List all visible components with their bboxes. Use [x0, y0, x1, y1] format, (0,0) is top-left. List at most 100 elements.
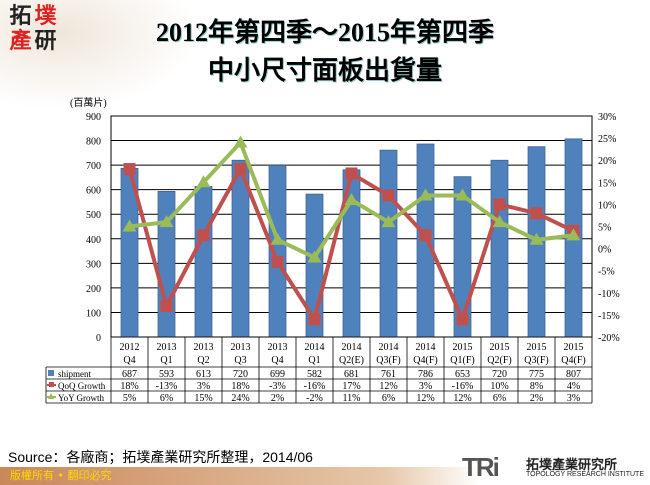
legend-label: shipment — [58, 369, 91, 379]
table-cell: 6% — [493, 393, 506, 404]
table-cell: 15% — [194, 393, 212, 404]
category-year: 2012 — [120, 342, 140, 353]
legend-label: YoY Growth — [58, 393, 105, 403]
y-tick-label: 600 — [86, 186, 101, 197]
table-cell: 3% — [197, 381, 210, 392]
table-cell: 8% — [530, 381, 543, 392]
category-year: 2013 — [268, 342, 288, 353]
marker-qoq — [419, 229, 432, 242]
marker-qoq — [382, 189, 395, 202]
category-year: 2013 — [194, 342, 214, 353]
background-map — [0, 0, 200, 110]
category-quarter: Q1 — [308, 355, 320, 366]
category-year: 2015 — [527, 342, 547, 353]
table-cell: 2% — [530, 393, 543, 404]
table-cell: 720 — [492, 369, 507, 380]
category-quarter: Q4 — [271, 355, 283, 366]
y-tick-label: 400 — [86, 235, 101, 246]
y-tick-label: 700 — [86, 161, 101, 172]
category-quarter: Q3 — [234, 355, 246, 366]
copyright-bar: 版權所有 • 翻印必究 — [0, 467, 480, 485]
copyright-text: 版權所有 • 翻印必究 — [10, 469, 112, 482]
y-tick-label: 200 — [86, 284, 101, 295]
marker-yoy — [270, 232, 285, 245]
marker-yoy — [307, 250, 322, 263]
chart: (百萬片) 0 100 200 300 400 500 600 700 800 900 -20% -15… — [45, 96, 620, 404]
bar-shipment — [490, 159, 509, 338]
marker-yoy — [122, 219, 137, 232]
table-cell: 3% — [567, 393, 580, 404]
table-cell: 775 — [529, 369, 544, 380]
category-quarter: Q4(F) — [561, 355, 585, 366]
y-tick-label: 300 — [86, 259, 101, 270]
legend-label: QoQ Growth — [58, 381, 106, 391]
marker-yoy — [418, 188, 433, 201]
y-tick-label: 800 — [86, 137, 101, 148]
marker-qoq — [530, 207, 543, 220]
table-cell: 6% — [382, 393, 395, 404]
y2-tick-label: -15% — [598, 311, 620, 322]
tri-logo-en: TOPOLOGY RESEARCH INSTITUTE — [526, 471, 644, 478]
tri-logo-mark: TRi — [462, 452, 500, 482]
legend-key-qoq — [49, 382, 54, 387]
marker-yoy — [381, 215, 396, 228]
marker-qoq — [160, 300, 173, 313]
y-tick-label: 100 — [86, 308, 101, 319]
y2-tick-label: 15% — [598, 178, 616, 189]
table-cell: 4% — [567, 381, 580, 392]
chart-title-line2: 中小尺寸面板出貨量 — [207, 56, 442, 85]
y2-tick-label: 30% — [598, 112, 616, 123]
marker-yoy — [159, 215, 174, 228]
category-year: 2014 — [305, 342, 325, 353]
table-cell: 24% — [231, 393, 249, 404]
table-cell: 687 — [122, 369, 137, 380]
table-cell: 613 — [196, 369, 211, 380]
category-year: 2014 — [416, 342, 436, 353]
y2-tick-label: 25% — [598, 134, 616, 145]
table-cell: -16% — [452, 381, 474, 392]
table-cell: 3% — [419, 381, 432, 392]
table-cell: 593 — [159, 369, 174, 380]
table-cell: -13% — [156, 381, 178, 392]
table-cell: 681 — [344, 369, 359, 380]
y2-tick-label: -20% — [598, 333, 620, 344]
table-cell: 2% — [271, 393, 284, 404]
table-cell: 12% — [453, 393, 471, 404]
category-year: 2015 — [564, 342, 584, 353]
table-cell: 11% — [343, 393, 361, 404]
marker-qoq — [271, 255, 284, 268]
category-year: 2015 — [490, 342, 510, 353]
table-cell: 10% — [490, 381, 508, 392]
table-cell: 786 — [418, 369, 433, 380]
tri-logo-cn: 拓墣產業研究所 — [526, 457, 618, 472]
table-cell: -2% — [306, 393, 323, 404]
marker-qoq — [197, 229, 210, 242]
category-quarter: Q2(E) — [339, 355, 364, 366]
y2-tick-label: 0% — [598, 245, 611, 256]
category-quarter: Q4(F) — [413, 355, 437, 366]
marker-yoy — [344, 192, 359, 205]
y2-tick-label: 5% — [598, 223, 611, 234]
marker-qoq — [123, 163, 136, 176]
chart-title-line1: 2012年第四季～2015年第四季 — [155, 18, 494, 47]
category-year: 2015 — [453, 342, 473, 353]
table-cell: 582 — [307, 369, 322, 380]
category-year: 2014 — [379, 342, 399, 353]
y2-tick-label: -5% — [598, 267, 615, 278]
marker-yoy — [233, 135, 248, 148]
category-quarter: Q4 — [123, 355, 135, 366]
category-year: 2013 — [157, 342, 177, 353]
category-quarter: Q3(F) — [524, 355, 548, 366]
table-cell: 18% — [120, 381, 138, 392]
marker-yoy — [566, 228, 581, 241]
category-quarter: Q2 — [197, 355, 209, 366]
marker-yoy — [455, 188, 470, 201]
marker-qoq — [345, 167, 358, 180]
marker-yoy — [492, 215, 507, 228]
category-quarter: Q1(F) — [450, 355, 474, 366]
marker-yoy — [529, 232, 544, 245]
category-year: 2014 — [342, 342, 362, 353]
y2-tick-label: 10% — [598, 200, 616, 211]
category-year: 2013 — [231, 342, 251, 353]
y-axis-unit: (百萬片) — [70, 96, 107, 109]
